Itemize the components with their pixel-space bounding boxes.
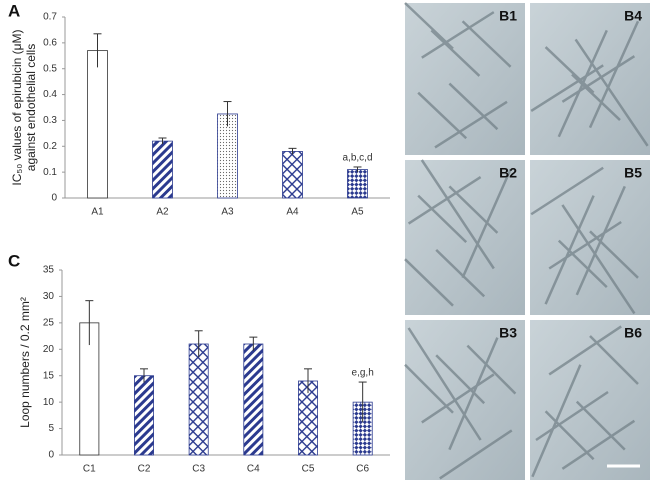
y-tick-label: 35 <box>43 265 55 276</box>
y-tick-label: 30 <box>43 291 55 302</box>
bar <box>217 113 238 199</box>
x-tick-label: A1 <box>91 207 104 218</box>
y-axis-label: against endothelial cells <box>24 44 38 171</box>
annotation: a,b,c,d <box>342 153 372 164</box>
cell-network <box>530 20 649 147</box>
y-tick-label: 5 <box>48 423 54 434</box>
micrographs: BB1B4B2B5B3B6 <box>404 2 650 480</box>
y-tick-label: 0.6 <box>43 37 57 48</box>
y-tick-label: 25 <box>43 317 55 328</box>
image-label: B3 <box>499 325 517 341</box>
cell-network <box>404 327 517 480</box>
y-tick-label: 10 <box>43 397 55 408</box>
image-label: B6 <box>624 325 642 341</box>
x-tick-label: C5 <box>302 464 315 475</box>
cell-network <box>404 159 512 307</box>
y-tick-label: 0.2 <box>43 141 57 152</box>
cell-network <box>531 325 639 478</box>
y-tick-label: 0 <box>51 193 57 204</box>
micrograph <box>405 320 525 480</box>
image-label: B2 <box>499 165 517 181</box>
x-tick-label: C4 <box>247 464 260 475</box>
bar <box>134 375 154 456</box>
y-tick-label: 0.1 <box>43 167 57 178</box>
panel-label: A <box>8 1 20 20</box>
y-axis-label: Loop numbers / 0.2 mm² <box>18 297 32 428</box>
bar <box>282 151 303 199</box>
micrograph <box>530 3 650 155</box>
x-tick-label: C3 <box>192 464 205 475</box>
bar <box>152 140 173 199</box>
x-tick-label: A5 <box>351 207 364 218</box>
x-tick-label: C1 <box>83 464 96 475</box>
x-tick-label: A3 <box>221 207 234 218</box>
micrograph <box>405 3 525 155</box>
image-label: B1 <box>499 8 517 24</box>
x-tick-label: A2 <box>156 207 169 218</box>
bar <box>243 343 264 456</box>
x-tick-label: C6 <box>356 464 369 475</box>
y-tick-label: 0 <box>48 450 54 461</box>
micrograph <box>405 160 525 315</box>
bar <box>188 343 209 456</box>
y-tick-label: 0.3 <box>43 115 57 126</box>
annotation: e,g,h <box>352 368 374 379</box>
y-axis-label: IC₅₀ values of epirubicin (μM) <box>10 29 24 185</box>
bar <box>347 169 368 199</box>
x-tick-label: C2 <box>138 464 151 475</box>
y-tick-label: 0.4 <box>43 89 57 100</box>
y-tick-label: 0.5 <box>43 63 57 74</box>
y-tick-label: 15 <box>43 370 55 381</box>
image-label: B4 <box>624 8 642 24</box>
cell-network <box>530 166 639 315</box>
y-tick-label: 0.7 <box>43 12 57 23</box>
micrograph <box>530 160 650 315</box>
y-tick-label: 20 <box>43 344 55 355</box>
image-label: B5 <box>624 165 642 181</box>
bar <box>87 50 108 199</box>
cell-network <box>404 2 512 149</box>
panel-label: C <box>8 251 20 270</box>
x-tick-label: A4 <box>286 207 299 218</box>
